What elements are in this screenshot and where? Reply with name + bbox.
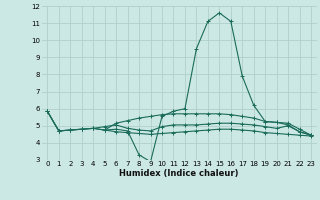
X-axis label: Humidex (Indice chaleur): Humidex (Indice chaleur)	[119, 169, 239, 178]
